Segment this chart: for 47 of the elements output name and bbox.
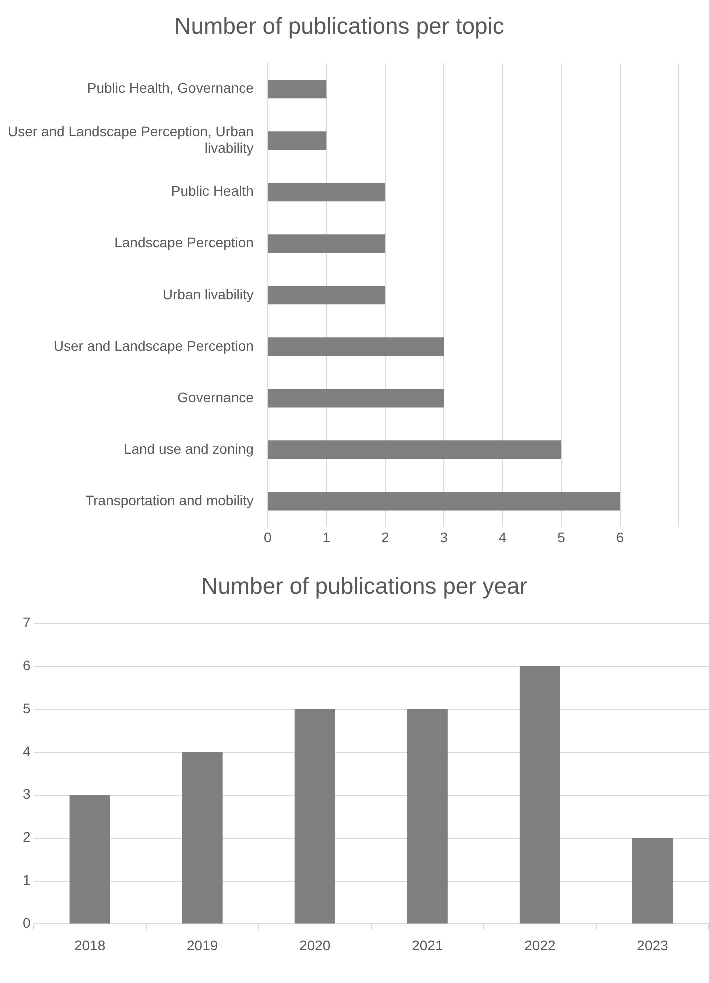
y-tick-label: 7	[22, 614, 31, 630]
x-tick-label: 5	[558, 529, 566, 546]
x-tick-label: 1	[322, 529, 331, 546]
bar	[268, 389, 444, 408]
bar	[268, 492, 620, 511]
bar	[268, 234, 386, 254]
x-tick-label: 2022	[524, 937, 556, 954]
y-tick-label: Governance	[178, 389, 254, 406]
y-tick-label: 1	[22, 872, 31, 888]
bar	[294, 709, 336, 924]
bar	[632, 838, 673, 924]
x-tick-label: 2023	[637, 937, 669, 954]
x-tick-label: 6	[616, 529, 624, 546]
y-tick-label: 2	[22, 829, 31, 846]
x-tick-label: 2018	[74, 937, 106, 954]
chart-title: Number of publications per topic	[174, 13, 504, 40]
x-tick-label: 2020	[300, 937, 331, 954]
bar	[70, 795, 110, 924]
y-tick-label: 4	[22, 743, 31, 760]
y-tick-label: Public Health, Governance	[87, 80, 254, 96]
bar	[268, 440, 562, 460]
y-tick-label: Transportation and mobility	[86, 492, 254, 508]
y-tick-label: User and Landscape Perception, Urban livability	[8, 123, 254, 156]
x-tick-label: 2021	[412, 937, 444, 954]
y-tick-label: 6	[22, 657, 31, 674]
y-tick-label: Urban livability	[162, 286, 254, 302]
chart-title: Number of publications per year	[202, 573, 528, 600]
bar	[182, 752, 223, 924]
bar	[268, 338, 444, 356]
y-tick-label: User and Landscape Perception	[54, 338, 254, 354]
bar	[520, 666, 560, 924]
y-tick-label: 3	[22, 786, 31, 802]
bar	[268, 80, 327, 99]
x-tick-label: 2019	[187, 937, 218, 954]
y-tick-label: Landscape Perception	[114, 234, 254, 251]
bar	[268, 183, 386, 202]
bar	[268, 132, 327, 150]
y-tick-label: 0	[22, 915, 31, 932]
x-tick-label: 2	[381, 529, 390, 546]
y-tick-label: Land use and zoning	[124, 440, 254, 457]
x-tick-label: 4	[498, 529, 507, 546]
y-tick-label: 5	[22, 700, 31, 716]
x-tick-label: 3	[440, 529, 448, 546]
x-tick-label: 0	[264, 529, 272, 546]
bar	[407, 709, 448, 924]
bar	[268, 286, 386, 305]
y-tick-label: Public Health	[171, 183, 254, 200]
